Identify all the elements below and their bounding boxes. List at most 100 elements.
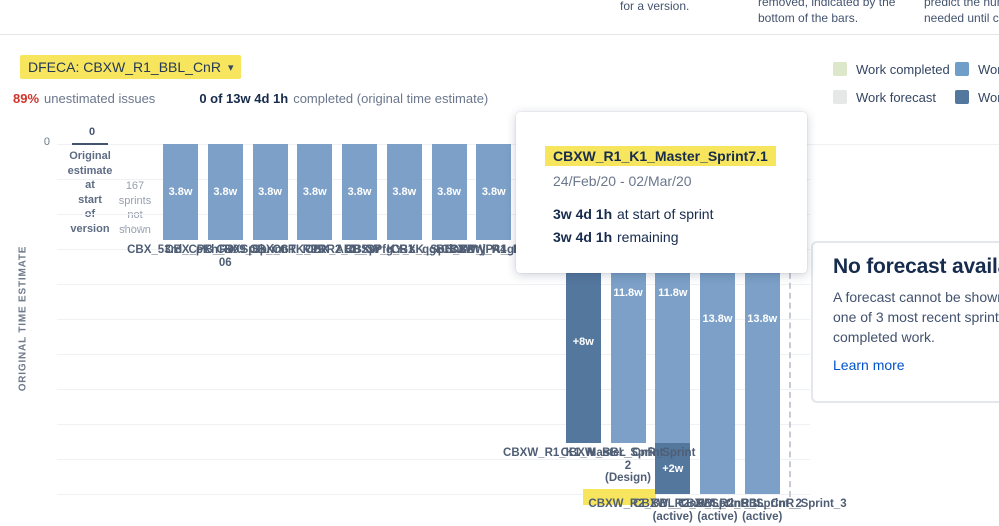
legend-item-work-remaining: Work remaining: [955, 55, 999, 83]
tooltip-sprint-name: CBXW_R1_K1_Master_Sprint7.1: [545, 146, 776, 166]
no-forecast-card: No forecast available yet A forecast can…: [811, 241, 999, 403]
ellipsis-icon: •••: [123, 222, 147, 234]
help-line: needed until completion.: [924, 11, 999, 25]
unestimated-percentage: 89%: [13, 91, 40, 106]
bar-segment-work-remaining[interactable]: 3.8w: [297, 143, 333, 241]
bar-segment-work-remaining[interactable]: 3.8w: [342, 143, 377, 241]
gridline: [57, 248, 810, 250]
legend-swatch-work-completed: [833, 62, 847, 76]
help-text-fragment-3: predict the number needed until completi…: [924, 0, 999, 26]
bar-segment-work-remaining[interactable]: 3.8w: [163, 143, 198, 241]
tooltip-remaining-label: remaining: [617, 229, 679, 245]
legend-item-work-added: Work added: [955, 83, 999, 111]
gridline: [57, 318, 810, 320]
tooltip-row-start: 3w 4d 1h at start of sprint: [553, 206, 807, 222]
help-line: for a version.: [620, 0, 690, 13]
sprint-axis-label: CBXSprk_CnR_R09: [216, 244, 323, 257]
legend-label: Work added: [978, 89, 999, 105]
sprint-axis-label-line: CBXW_KY_sK_Sprint: [345, 244, 464, 257]
bar-value-label: 3.8w: [481, 185, 506, 198]
legend-swatch-work-forecast: [833, 90, 847, 104]
help-text-fragment-1: for a version.: [620, 0, 689, 14]
unestimated-label: unestimated issues: [44, 91, 156, 106]
sprint-axis-label: CBX_ABB_SPfg_R1: [305, 244, 414, 257]
no-forecast-heading: No forecast available yet: [833, 255, 999, 278]
sprint-axis-label-line: CBX_GTK_PRR2_Z_Spr: [249, 244, 381, 257]
sprint-axis-label-line: (active): [697, 510, 738, 523]
bar-value-label: 3.8w: [302, 185, 327, 198]
tooltip-remaining-value: 3w 4d 1h: [553, 229, 613, 245]
help-line: removed, indicated by the: [758, 0, 896, 9]
tooltip-row-remaining: 3w 4d 1h remaining: [553, 229, 807, 245]
sprint-axis-label-line: 06: [218, 256, 232, 269]
sprint-axis-label-line: CBXW_R2_BBL_CnR_Sprint_2: [633, 498, 802, 511]
skipped-sprints-label: 167 sprints not shown: [118, 180, 152, 236]
y-axis-tick-0: 0: [43, 136, 50, 148]
help-line: bottom of the bars.: [758, 11, 859, 25]
gridline: [57, 388, 810, 390]
sprint-axis-label-line: CBXW_R2_BBL_CnR_Sprint_1: [588, 498, 758, 511]
gridline: [57, 458, 810, 460]
legend-swatch-work-added: [955, 90, 969, 104]
gridline: [57, 423, 810, 425]
legend-swatch-work-remaining: [955, 62, 969, 76]
bar-value-label: 13.8w: [702, 312, 733, 325]
sprint-axis-label-line: (active): [652, 510, 693, 523]
sprint-axis-label: CBX_GTK_PRR2_Z_Spr: [249, 244, 380, 257]
sprint-axis-label-line: CBXSprk_CnR_R09: [216, 244, 324, 257]
origin-bar-value-label: 0: [88, 126, 96, 138]
sprint-axis-label: CBXW_BBL_CnR_Sprint 2 (Design): [561, 447, 696, 485]
sprint-axis-label-line: CBXW_BBL_CnR_Sprint: [560, 447, 696, 460]
sprint-axis-label-line: (active): [742, 510, 783, 523]
sprint-axis-label-line: CBX_ABB_SPfg_R1: [304, 244, 415, 257]
tooltip-sprint-dates: 24/Feb/20 - 02/Mar/20: [553, 173, 692, 189]
sprint-axis-label: CBXW_KY_sK_Sprint: [345, 244, 463, 257]
sprint-axis-label-line: CBXW_R2_BBL_CnR_Sprint_3: [677, 498, 847, 511]
bar-segment-work-remaining[interactable]: 3.8w: [431, 143, 467, 241]
version-picker-dropdown[interactable]: DFECA: CBXW_R1_BBL_CnR ▾: [20, 55, 242, 79]
sprint-axis-label-line: CBX_qgBB_XBty_R4: [391, 244, 507, 257]
sprint-axis-label: CBX_pKh_R09_Sprint 06: [165, 244, 285, 269]
sprint-axis-label-line: CBX_pKh_R09_Sprint: [165, 244, 286, 257]
completed-label: completed (original time estimate): [293, 91, 489, 106]
sprint-axis-label-line: (Design): [605, 472, 651, 485]
sprint-axis-label: CBX_53rd_CPB_R0: [127, 244, 234, 257]
bar-value-label: 3.8w: [213, 185, 238, 198]
sprint-axis-label: CBX_qgBB_XBty_R4: [391, 244, 506, 257]
bar-value-label: 11.8w: [658, 287, 688, 300]
sprint-axis-label-line: CBXW_R1_K1_Master_Sprint: [503, 447, 664, 460]
forecast-boundary-line: [789, 143, 791, 497]
bar-segment-work-added[interactable]: +8w: [565, 240, 601, 444]
gridline: [57, 493, 810, 495]
legend-item-work-forecast: Work forecast: [833, 83, 955, 111]
axis-label-highlight: [583, 489, 656, 505]
sprint-axis-label: CBXW_R2_BBL_CnR_Sprint_1 (active): [588, 498, 757, 523]
bar-segment-work-remaining[interactable]: 3.8w: [252, 143, 288, 241]
legend-item-work-completed: Work completed: [833, 55, 955, 83]
bar-segment-work-remaining[interactable]: 3.8w: [207, 143, 243, 241]
bar-value-label: 11.8w: [613, 287, 643, 300]
bar-segment-work-added[interactable]: +2w: [655, 443, 691, 495]
bar-value-label: 13.8w: [747, 312, 778, 325]
sprint-tooltip: CBXW_R1_K1_Master_Sprint7.1 24/Feb/20 - …: [516, 112, 807, 273]
sprint-axis-label: CBXW_R2_BBL_CnR_Sprint_2 (active): [633, 498, 802, 523]
sprint-axis-label: CBXW_R2_BBL_CnR_Sprint_3 (active): [678, 498, 847, 523]
help-text-fragment-2: removed, indicated by the bottom of the …: [758, 0, 895, 26]
sprint-axis-label-line: CBX_53rd_CPB_R0: [127, 244, 234, 257]
legend-label: Work completed: [856, 61, 950, 77]
sprint-axis-label: CBXW_R1_K1_Master_Sprint: [503, 447, 663, 460]
version-picker-label: DFECA: CBXW_R1_BBL_CnR: [28, 59, 221, 75]
tooltip-start-value: 3w 4d 1h: [553, 206, 613, 222]
bar-value-label: +8w: [572, 335, 594, 348]
bar-segment-work-remaining[interactable]: 3.8w: [386, 143, 422, 241]
legend-label: Work remaining: [978, 61, 999, 77]
learn-more-link[interactable]: Learn more: [833, 357, 905, 373]
bar-segment-work-remaining[interactable]: 3.8w: [476, 143, 512, 241]
bar-value-label: 3.8w: [437, 185, 461, 198]
header-divider: [0, 34, 999, 35]
version-stats: 89% unestimated issues 0 of 13w 4d 1h co…: [13, 91, 488, 106]
gridline: [57, 283, 810, 285]
help-line: predict the number: [924, 0, 999, 9]
bar-value-label: 3.8w: [347, 185, 372, 198]
